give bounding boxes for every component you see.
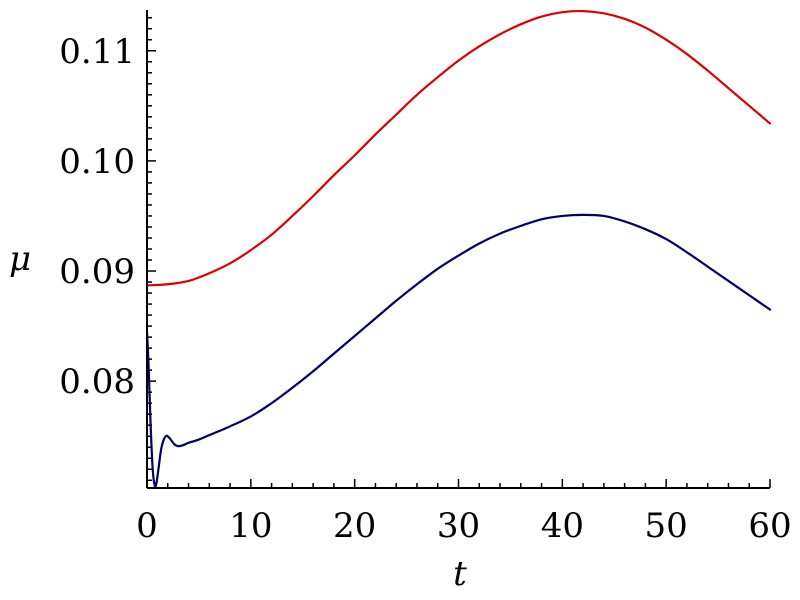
series-line-red bbox=[145, 9, 772, 287]
series-layer bbox=[145, 9, 772, 488]
x-tick-labels: 0 10 20 30 40 50 60 bbox=[136, 506, 791, 546]
x-axis-title: t bbox=[453, 554, 467, 594]
x-tick-label: 60 bbox=[748, 506, 791, 546]
y-tick-label: 0.11 bbox=[59, 32, 135, 72]
x-tick-label: 10 bbox=[229, 506, 272, 546]
y-axis-title: μ bbox=[9, 239, 31, 279]
x-tick-label: 50 bbox=[645, 506, 688, 546]
y-tick-label: 0.08 bbox=[59, 362, 135, 402]
y-tick-marks bbox=[147, 16, 156, 482]
y-tick-label: 0.09 bbox=[59, 252, 135, 292]
x-tick-label: 20 bbox=[333, 506, 376, 546]
x-tick-label: 40 bbox=[541, 506, 584, 546]
x-tick-label: 30 bbox=[437, 506, 480, 546]
x-tick-marks bbox=[146, 479, 771, 488]
y-tick-labels: 0.08 0.09 0.10 0.11 bbox=[59, 32, 135, 402]
x-tick-label: 0 bbox=[136, 506, 158, 546]
y-tick-label: 0.10 bbox=[59, 142, 135, 182]
series-line-blue bbox=[145, 213, 772, 488]
